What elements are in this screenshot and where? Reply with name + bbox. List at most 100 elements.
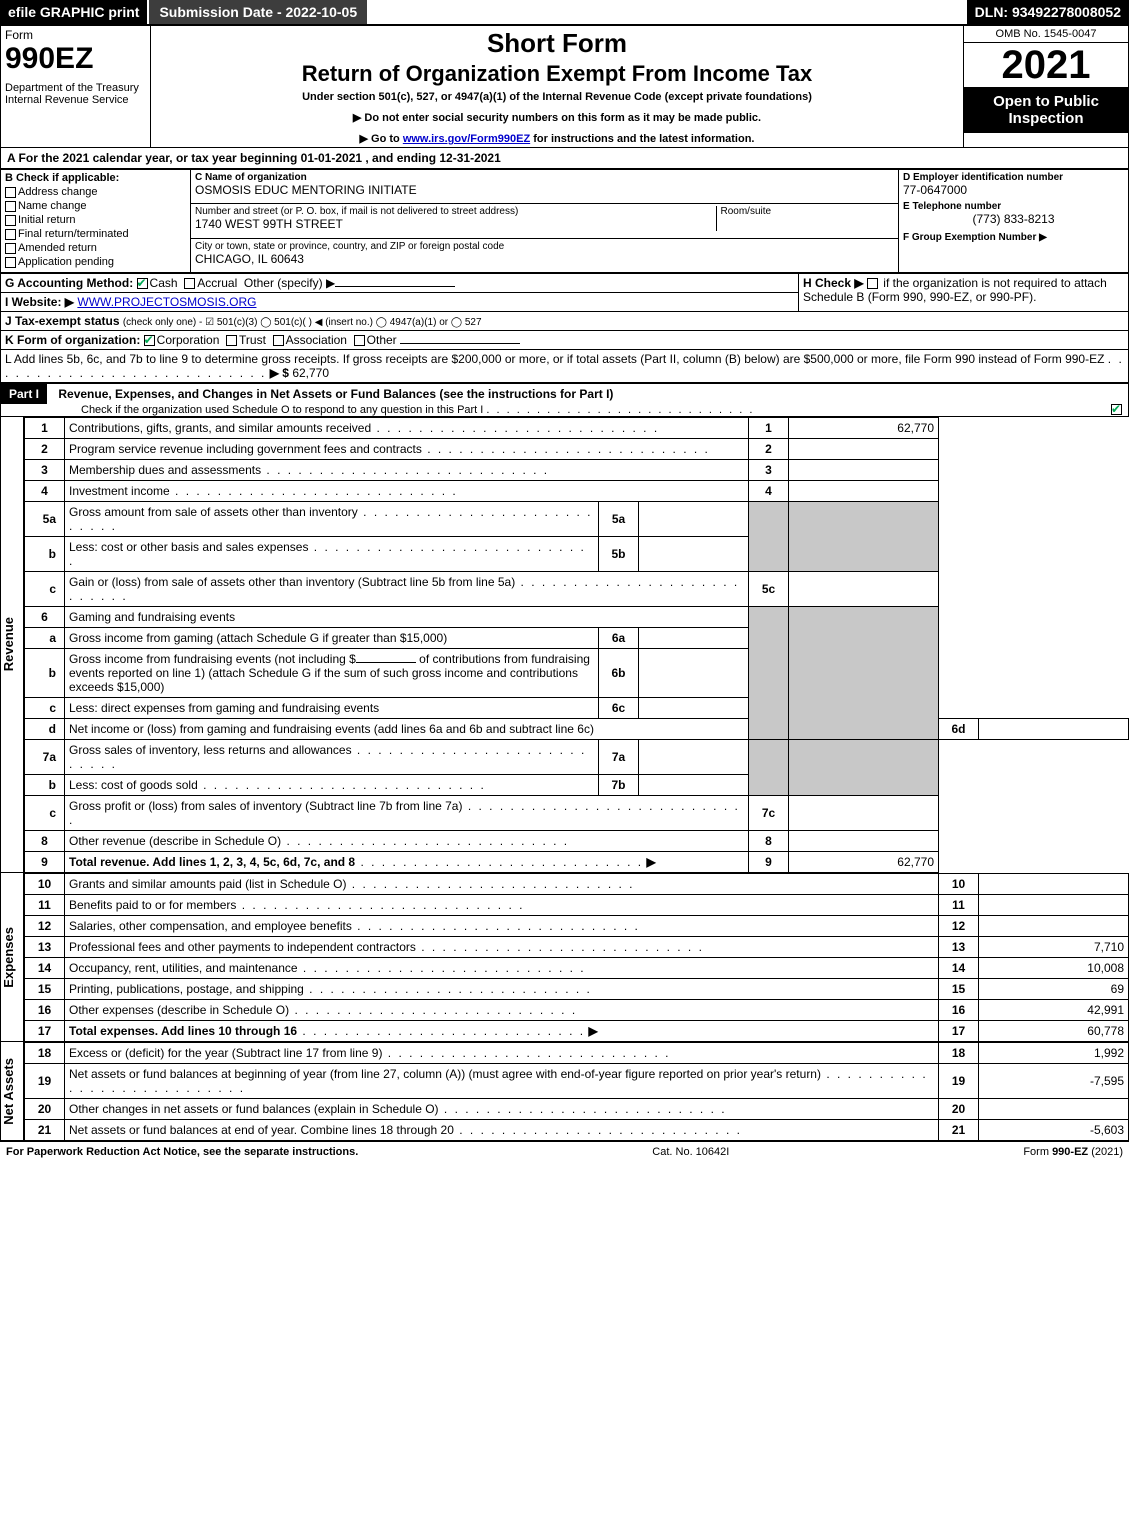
ln-5b: b	[25, 537, 65, 572]
ln-7a: 7a	[25, 740, 65, 775]
b-item-1: Name change	[18, 200, 87, 212]
bv-6a[interactable]	[639, 628, 749, 649]
a-13: 7,710	[979, 937, 1129, 958]
k-trust: Trust	[239, 333, 266, 347]
checkbox-trust[interactable]	[226, 335, 237, 346]
bv-7b[interactable]	[639, 775, 749, 796]
irs-link[interactable]: www.irs.gov/Form990EZ	[403, 133, 530, 145]
expenses-section: Expenses 10Grants and similar amounts pa…	[0, 873, 1129, 1042]
j-rest: (check only one) - ☑ 501(c)(3) ◯ 501(c)(…	[123, 317, 482, 328]
goto-post: for instructions and the latest informat…	[530, 133, 754, 145]
n-20: 20	[939, 1099, 979, 1120]
d-7c: Gross profit or (loss) from sales of inv…	[69, 799, 462, 813]
checkbox-assoc[interactable]	[273, 335, 284, 346]
n-9: 9	[749, 852, 789, 873]
ln-15: 15	[25, 979, 65, 1000]
checkbox-corp[interactable]	[144, 335, 155, 346]
form-header-table: Form 990EZ Department of the Treasury In…	[0, 25, 1129, 148]
checkbox-name-change[interactable]	[5, 201, 16, 212]
expenses-label: Expenses	[1, 927, 23, 988]
checkbox-amended-return[interactable]	[5, 243, 16, 254]
a-5c	[789, 572, 939, 607]
bv-7a[interactable]	[639, 740, 749, 775]
k-label: K Form of organization:	[5, 333, 140, 347]
d-7a: Gross sales of inventory, less returns a…	[69, 743, 352, 757]
ln-8: 8	[25, 831, 65, 852]
a-12	[979, 916, 1129, 937]
arrow-17: ▶	[588, 1024, 597, 1038]
f-label: F Group Exemption Number ▶	[903, 232, 1124, 243]
g-other: Other (specify) ▶	[244, 276, 335, 290]
checkbox-address-change[interactable]	[5, 187, 16, 198]
checkbox-h[interactable]	[867, 278, 878, 289]
a-18: 1,992	[979, 1043, 1129, 1064]
6b-blank[interactable]	[356, 662, 416, 663]
n-19: 19	[939, 1064, 979, 1099]
checkbox-accrual[interactable]	[184, 278, 195, 289]
checkbox-initial-return[interactable]	[5, 215, 16, 226]
g-accrual: Accrual	[197, 276, 237, 290]
checkbox-cash[interactable]	[137, 278, 148, 289]
goto-line: ▶ Go to www.irs.gov/Form990EZ for instru…	[155, 132, 959, 145]
a-10	[979, 874, 1129, 895]
n-11: 11	[939, 895, 979, 916]
dln-label: DLN: 93492278008052	[967, 0, 1129, 24]
n-6d: 6d	[939, 719, 979, 740]
line-l: L Add lines 5b, 6c, and 7b to line 9 to …	[1, 350, 1129, 383]
footer-right: Form 990-EZ (2021)	[1023, 1146, 1123, 1158]
g-other-blank[interactable]	[335, 286, 455, 287]
d-5a: Gross amount from sale of assets other t…	[69, 505, 358, 519]
ln-6b: b	[25, 649, 65, 698]
bv-6b[interactable]	[639, 649, 749, 698]
a-4	[789, 481, 939, 502]
d-17: Total expenses. Add lines 10 through 16	[69, 1024, 297, 1038]
checkbox-application-pending[interactable]	[5, 257, 16, 268]
ln-6c: c	[25, 698, 65, 719]
d-16: Other expenses (describe in Schedule O)	[69, 1003, 289, 1017]
omb-number: OMB No. 1545-0047	[964, 26, 1128, 43]
k-other-blank[interactable]	[400, 343, 520, 344]
expenses-lines: 10Grants and similar amounts paid (list …	[24, 873, 1129, 1042]
ln-6a: a	[25, 628, 65, 649]
org-name: OSMOSIS EDUC MENTORING INITIATE	[195, 183, 894, 197]
street-value: 1740 WEST 99TH STREET	[195, 217, 716, 231]
submission-date: Submission Date - 2022-10-05	[149, 0, 367, 24]
k-assoc: Association	[286, 333, 347, 347]
ln-1: 1	[25, 418, 65, 439]
a-19: -7,595	[979, 1064, 1129, 1099]
form-word: Form	[5, 28, 146, 42]
bl-7b: 7b	[599, 775, 639, 796]
ln-21: 21	[25, 1120, 65, 1141]
bv-6c[interactable]	[639, 698, 749, 719]
checkbox-schedule-o[interactable]	[1111, 404, 1122, 415]
checkbox-final-return[interactable]	[5, 229, 16, 240]
ln-13: 13	[25, 937, 65, 958]
checkbox-other-org[interactable]	[354, 335, 365, 346]
a-9: 62,770	[789, 852, 939, 873]
website-value[interactable]: WWW.PROJECTOSMOSIS.ORG	[77, 295, 256, 309]
n-4: 4	[749, 481, 789, 502]
ln-6d: d	[25, 719, 65, 740]
d-4: Investment income	[69, 484, 170, 498]
a-17: 60,778	[979, 1021, 1129, 1042]
n-15: 15	[939, 979, 979, 1000]
h-label: H Check ▶	[803, 276, 864, 290]
d-14: Occupancy, rent, utilities, and maintena…	[69, 961, 298, 975]
a-2	[789, 439, 939, 460]
revenue-label: Revenue	[1, 617, 23, 671]
b-item-2: Initial return	[18, 214, 75, 226]
d-20: Other changes in net assets or fund bala…	[69, 1102, 439, 1116]
ln-10: 10	[25, 874, 65, 895]
box-b: B Check if applicable: Address change Na…	[1, 170, 191, 273]
l-text: L Add lines 5b, 6c, and 7b to line 9 to …	[5, 352, 1104, 366]
bl-6c: 6c	[599, 698, 639, 719]
under-section: Under section 501(c), 527, or 4947(a)(1)…	[155, 91, 959, 103]
bv-5a[interactable]	[639, 502, 749, 537]
bv-5b[interactable]	[639, 537, 749, 572]
part1-header-table: Part I Revenue, Expenses, and Changes in…	[0, 383, 1129, 417]
bl-6a: 6a	[599, 628, 639, 649]
efile-label[interactable]: efile GRAPHIC print	[0, 0, 147, 24]
top-bar: efile GRAPHIC print Submission Date - 20…	[0, 0, 1129, 25]
ln-16: 16	[25, 1000, 65, 1021]
tax-year: 2021	[964, 43, 1128, 87]
